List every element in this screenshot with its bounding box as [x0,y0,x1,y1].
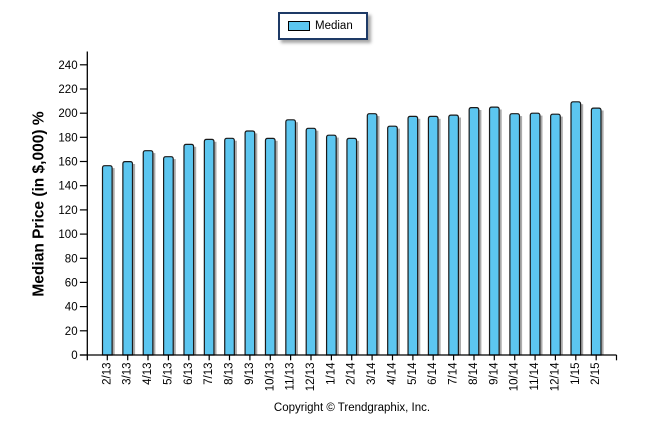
svg-text:3/13: 3/13 [122,363,134,385]
svg-text:200: 200 [58,108,77,120]
svg-text:9/14: 9/14 [488,362,500,385]
svg-text:12/14: 12/14 [549,362,561,391]
svg-text:1/14: 1/14 [325,362,337,385]
svg-text:11/14: 11/14 [529,362,541,391]
svg-text:9/13: 9/13 [244,363,256,385]
svg-text:5/13: 5/13 [162,363,174,385]
svg-text:60: 60 [65,277,78,289]
svg-text:8/14: 8/14 [468,362,480,385]
svg-text:220: 220 [58,84,77,96]
svg-text:1/15: 1/15 [570,363,582,385]
svg-text:5/14: 5/14 [407,362,419,385]
svg-text:7/14: 7/14 [448,362,460,385]
svg-text:80: 80 [65,253,78,265]
svg-text:3/14: 3/14 [366,362,378,385]
svg-text:11/13: 11/13 [285,363,297,391]
svg-text:40: 40 [65,302,78,314]
svg-text:140: 140 [58,181,77,193]
svg-text:2/15: 2/15 [590,363,602,385]
svg-text:2/13: 2/13 [101,363,113,385]
svg-text:Median Price (in $,000) %: Median Price (in $,000) % [31,111,48,296]
svg-text:12/13: 12/13 [305,363,317,392]
svg-text:4/14: 4/14 [387,362,399,385]
svg-text:8/13: 8/13 [224,363,236,385]
svg-text:4/13: 4/13 [142,363,154,385]
svg-text:7/13: 7/13 [203,363,215,385]
svg-text:10/14: 10/14 [509,362,521,391]
svg-text:100: 100 [58,229,77,241]
svg-text:120: 120 [58,205,77,217]
svg-text:2/14: 2/14 [346,362,358,385]
svg-text:6/13: 6/13 [183,363,195,385]
svg-text:160: 160 [58,157,77,169]
svg-text:180: 180 [58,132,77,144]
svg-text:10/13: 10/13 [264,363,276,392]
svg-text:6/14: 6/14 [427,362,439,385]
svg-text:240: 240 [58,60,77,72]
svg-text:20: 20 [65,326,78,338]
svg-text:0: 0 [71,350,77,362]
